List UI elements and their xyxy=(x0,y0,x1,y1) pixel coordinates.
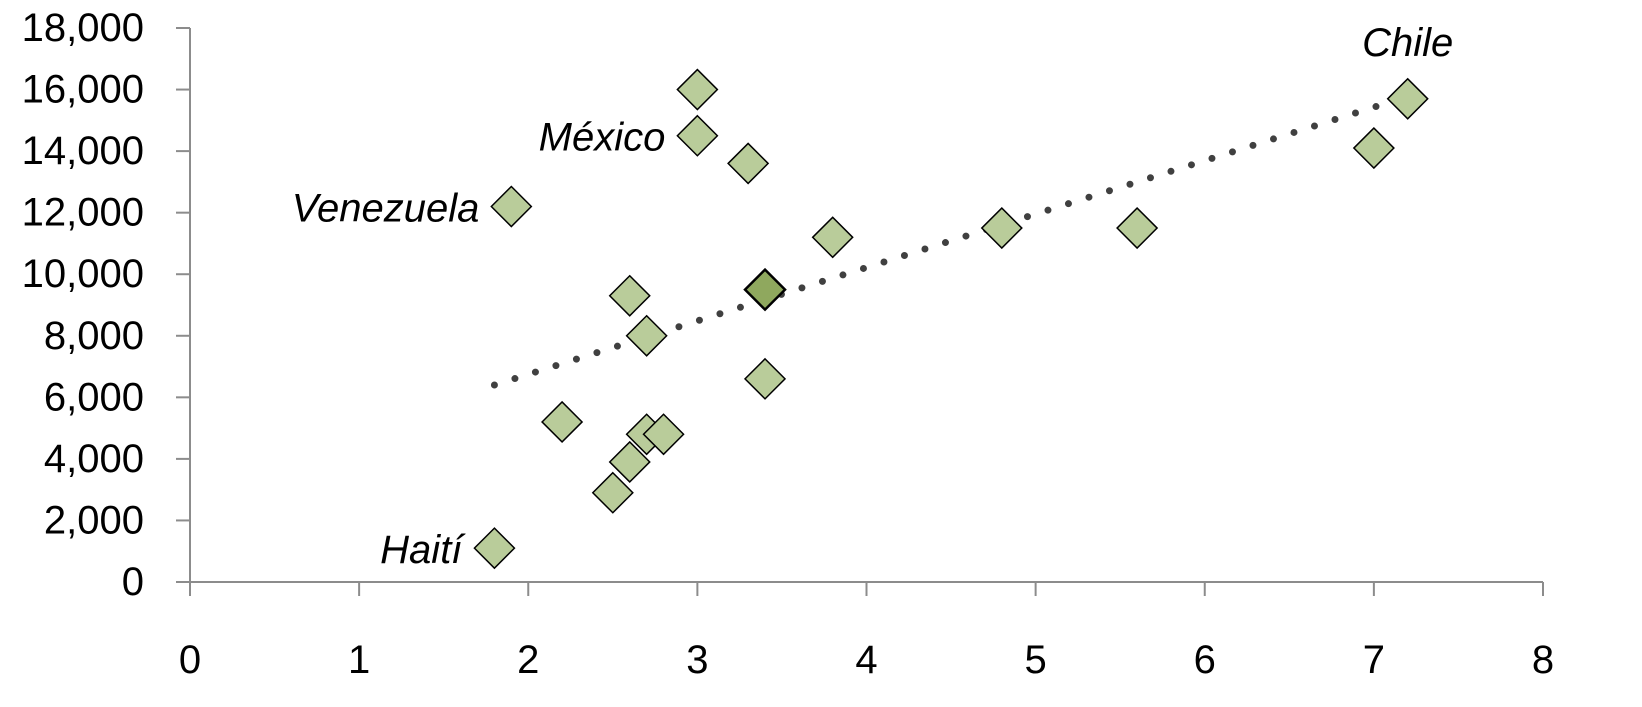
data-point xyxy=(608,274,651,317)
x-tick-label: 7 xyxy=(1363,638,1385,682)
data-point xyxy=(811,216,854,259)
data-point xyxy=(1116,206,1159,250)
data-point xyxy=(473,527,516,570)
y-tick-label: 12,000 xyxy=(22,191,144,235)
data-point xyxy=(625,314,668,357)
data-point xyxy=(743,267,787,312)
axes: 0 2,000 4,000 6,000 8,000 10,000 12,000 14,000 1… xyxy=(22,6,1554,682)
point-labels: Haití Venezuela México Chile xyxy=(292,21,1454,572)
x-tick-label: 6 xyxy=(1194,638,1216,682)
x-tick-label: 0 xyxy=(179,638,201,682)
data-point xyxy=(1386,77,1429,120)
trendline-path xyxy=(490,98,1395,389)
x-tick-label: 8 xyxy=(1532,638,1554,682)
y-tick-label: 10,000 xyxy=(22,252,144,296)
data-point xyxy=(980,206,1023,250)
data-point xyxy=(676,68,719,111)
x-tick-label: 5 xyxy=(1025,638,1047,682)
point-label: México xyxy=(539,116,666,160)
data-point xyxy=(727,142,770,185)
data-point xyxy=(743,357,787,400)
data-point xyxy=(676,114,719,157)
data-point xyxy=(642,413,685,456)
y-tick-label: 6,000 xyxy=(44,375,144,419)
point-label: Venezuela xyxy=(292,187,480,231)
x-tick-label: 4 xyxy=(855,638,877,682)
y-tick-label: 18,000 xyxy=(22,6,144,50)
y-tick-label: 14,000 xyxy=(22,129,144,173)
y-tick-label: 0 xyxy=(122,560,144,604)
y-tick-label: 4,000 xyxy=(44,437,144,481)
data-point xyxy=(541,400,584,444)
point-label: Chile xyxy=(1362,21,1453,65)
y-tick-label: 2,000 xyxy=(44,498,144,542)
data-point xyxy=(490,185,533,228)
point-label: Haití xyxy=(380,528,466,572)
y-tick-label: 8,000 xyxy=(44,314,144,358)
data-point xyxy=(591,471,634,514)
data-point xyxy=(1352,126,1395,170)
data-points xyxy=(473,68,1429,570)
data-point xyxy=(608,440,651,484)
x-tick-label: 3 xyxy=(686,638,708,682)
x-tick-label: 2 xyxy=(517,638,539,682)
x-tick-label: 1 xyxy=(348,638,370,682)
y-tick-label: 16,000 xyxy=(22,68,144,112)
